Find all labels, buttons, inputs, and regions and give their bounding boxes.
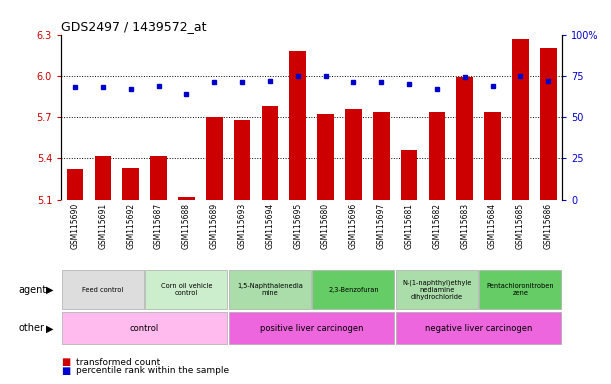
Text: ■: ■	[61, 357, 70, 367]
Text: transformed count: transformed count	[76, 358, 161, 367]
Text: N-(1-naphthyl)ethyle
nediamine
dihydrochloride: N-(1-naphthyl)ethyle nediamine dihydroch…	[402, 280, 472, 300]
Bar	[145, 270, 227, 310]
Text: Corn oil vehicle
control: Corn oil vehicle control	[161, 283, 212, 296]
Text: GSM115686: GSM115686	[544, 203, 553, 249]
Text: GSM115680: GSM115680	[321, 203, 330, 249]
Bar	[206, 117, 222, 200]
Text: GSM115689: GSM115689	[210, 203, 219, 249]
Bar	[178, 197, 195, 200]
Text: GSM115688: GSM115688	[182, 203, 191, 249]
Bar	[512, 39, 529, 200]
Text: negative liver carcinogen: negative liver carcinogen	[425, 324, 532, 333]
Text: Feed control: Feed control	[82, 287, 123, 293]
Bar	[122, 168, 139, 200]
Text: GSM115683: GSM115683	[460, 203, 469, 249]
Bar	[67, 169, 83, 200]
Text: GSM115694: GSM115694	[265, 203, 274, 249]
Text: GSM115697: GSM115697	[377, 203, 386, 249]
Bar	[345, 109, 362, 200]
Text: 1,5-Naphthalenedia
mine: 1,5-Naphthalenedia mine	[237, 283, 303, 296]
Text: GDS2497 / 1439572_at: GDS2497 / 1439572_at	[61, 20, 207, 33]
Bar	[62, 313, 227, 344]
Text: GSM115690: GSM115690	[70, 203, 79, 249]
Text: GSM115695: GSM115695	[293, 203, 302, 249]
Text: percentile rank within the sample: percentile rank within the sample	[76, 366, 230, 375]
Text: Pentachloronitroben
zene: Pentachloronitroben zene	[486, 283, 554, 296]
Text: other: other	[18, 323, 45, 333]
Bar	[317, 114, 334, 200]
Text: agent: agent	[18, 285, 46, 295]
Bar	[312, 270, 394, 310]
Text: GSM115687: GSM115687	[154, 203, 163, 249]
Bar	[290, 51, 306, 200]
Text: positive liver carcinogen: positive liver carcinogen	[260, 324, 364, 333]
Bar	[456, 77, 473, 200]
Bar	[396, 270, 478, 310]
Text: GSM115682: GSM115682	[433, 203, 441, 249]
Bar	[484, 112, 501, 200]
Bar	[229, 270, 311, 310]
Text: GSM115692: GSM115692	[126, 203, 135, 249]
Bar	[401, 150, 417, 200]
Text: GSM115681: GSM115681	[404, 203, 414, 249]
Bar	[62, 270, 144, 310]
Bar	[95, 156, 111, 200]
Bar	[373, 112, 390, 200]
Text: ■: ■	[61, 366, 70, 376]
Bar	[428, 112, 445, 200]
Bar	[396, 313, 562, 344]
Text: GSM115691: GSM115691	[98, 203, 108, 249]
Text: ▶: ▶	[46, 323, 53, 333]
Bar	[229, 313, 394, 344]
Bar	[480, 270, 562, 310]
Text: GSM115693: GSM115693	[238, 203, 246, 249]
Bar	[150, 156, 167, 200]
Text: ▶: ▶	[46, 285, 53, 295]
Text: control: control	[130, 324, 159, 333]
Text: GSM115685: GSM115685	[516, 203, 525, 249]
Text: 2,3-Benzofuran: 2,3-Benzofuran	[328, 287, 379, 293]
Text: GSM115696: GSM115696	[349, 203, 358, 249]
Bar	[262, 106, 278, 200]
Bar	[540, 48, 557, 200]
Bar	[233, 120, 251, 200]
Text: GSM115684: GSM115684	[488, 203, 497, 249]
